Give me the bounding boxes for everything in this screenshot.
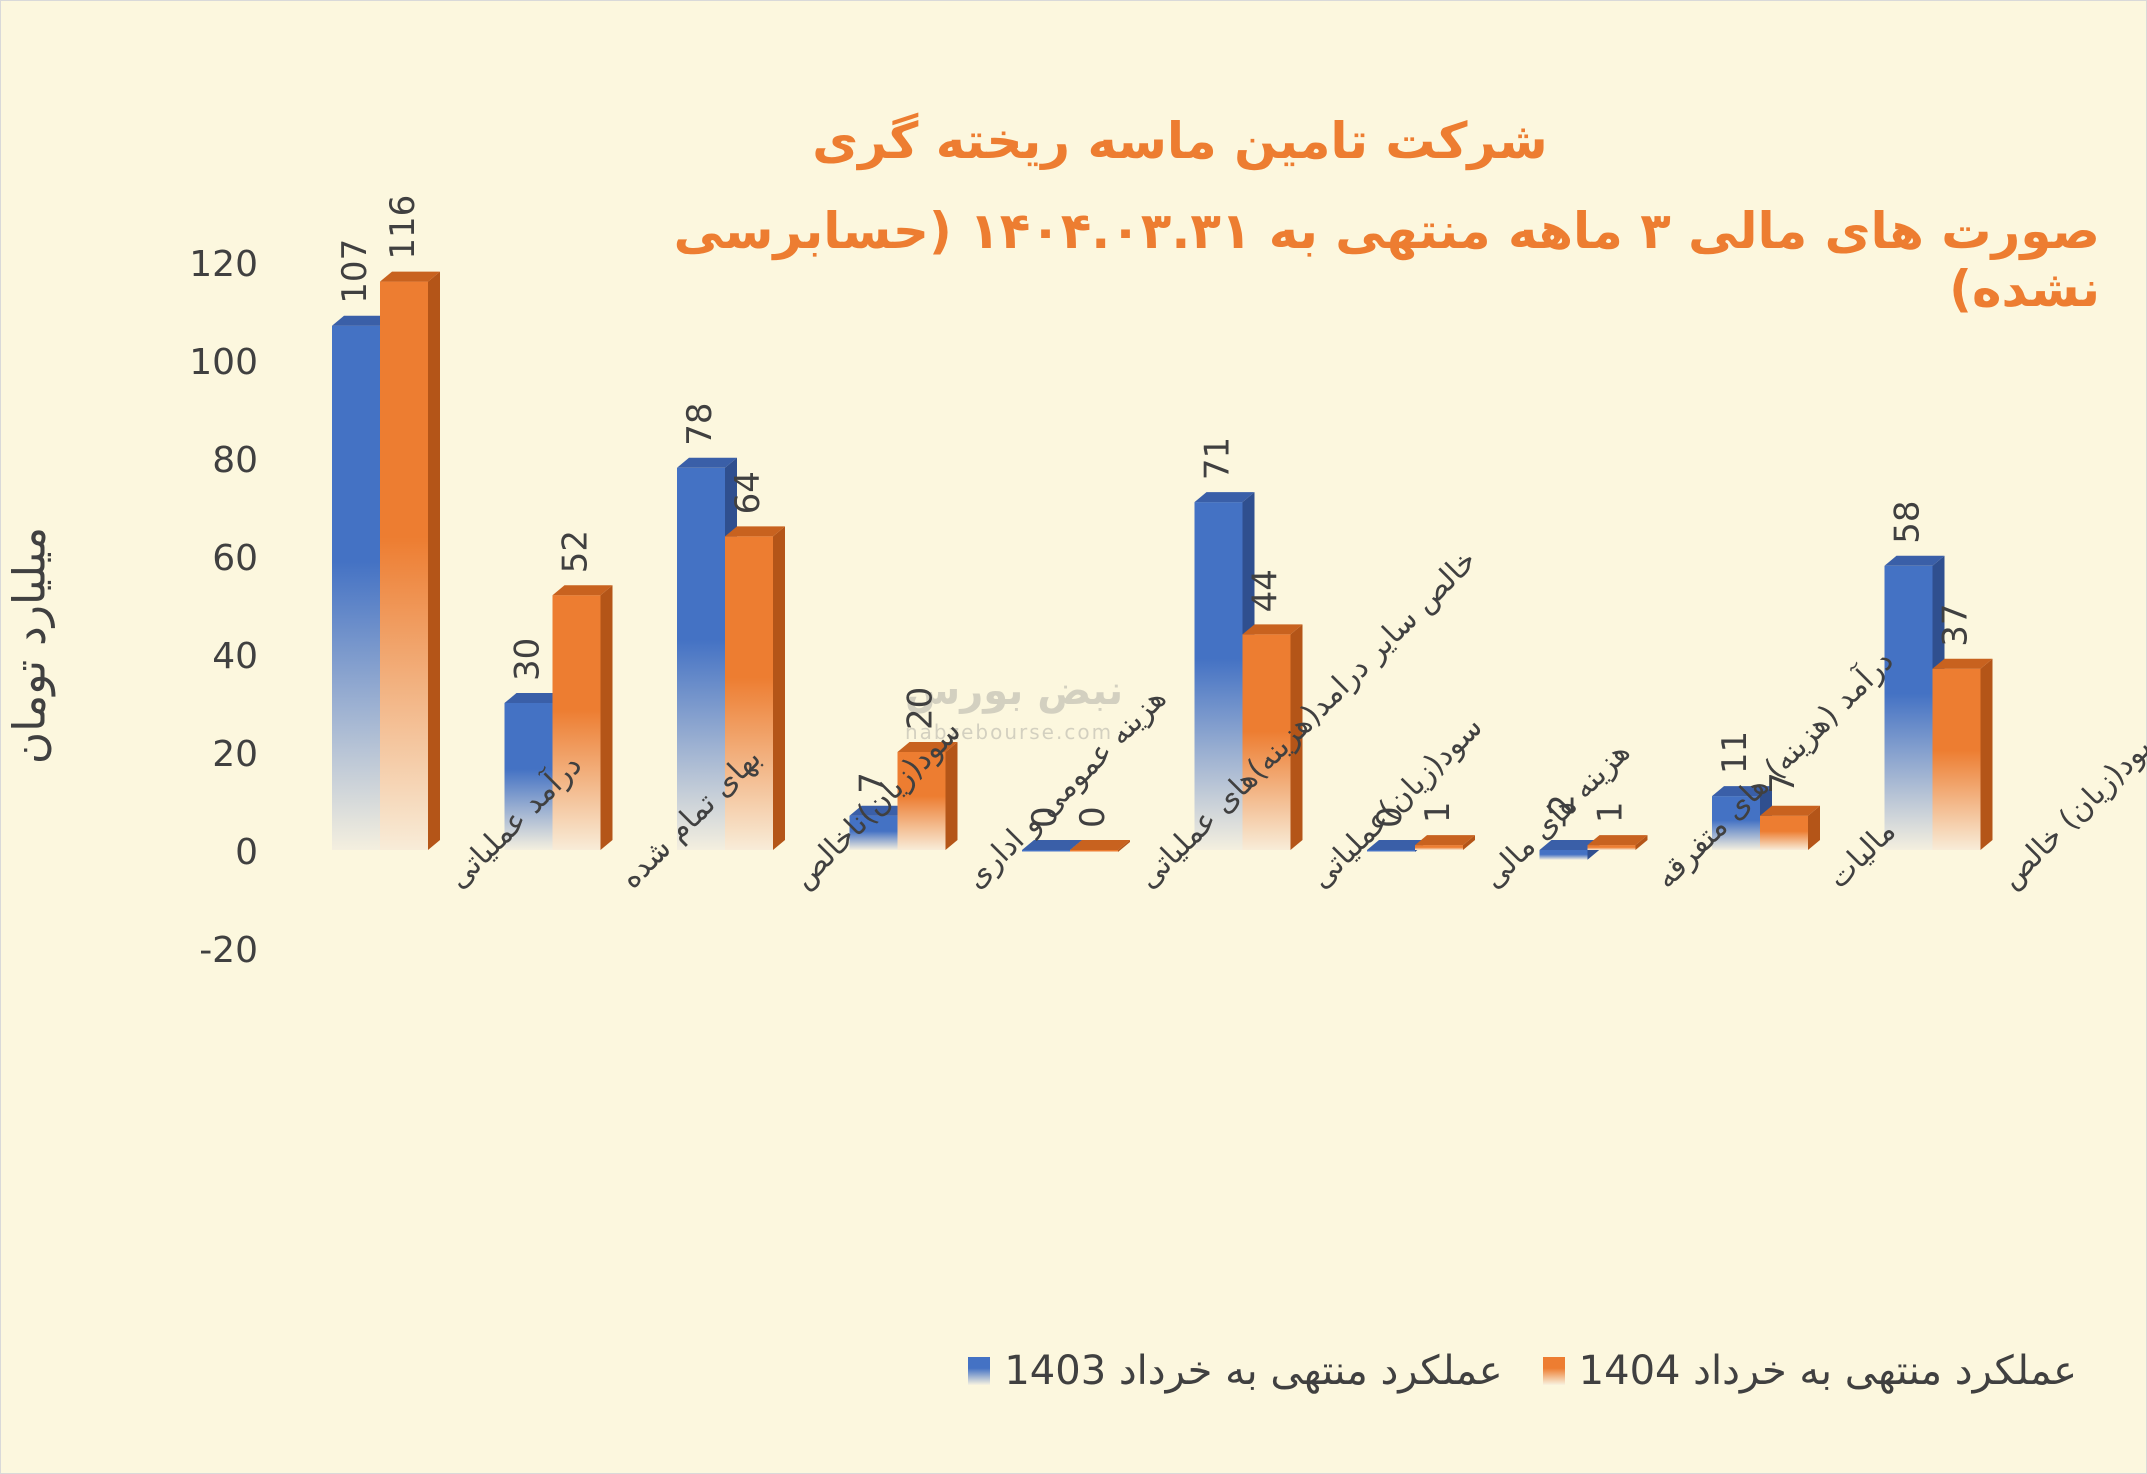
bar [1022, 850, 1070, 852]
bar-top [897, 742, 958, 752]
bar-top [1932, 658, 1993, 669]
data-label: 20 [901, 687, 941, 730]
category-label: سود(زیان) خالص [1993, 719, 2147, 895]
chart-subtitle: صورت های مالی ۳ ماهه منتهی به ۱۴۰۴.۰۳.۳۱… [673, 202, 2100, 318]
data-label: 116 [383, 195, 423, 260]
watermark-logo: نبض بورس nabzebourse.com [905, 668, 1123, 744]
bar [504, 703, 553, 850]
bar [1367, 850, 1415, 852]
bar [332, 325, 380, 850]
bar-side [1463, 835, 1475, 850]
data-label: 7 [1763, 772, 1803, 794]
bar [1539, 850, 1588, 860]
bar [897, 752, 946, 850]
bar [849, 815, 898, 850]
data-label: 107 [335, 239, 375, 304]
chart-title: شرکت تامین ماسه ریخته گری [812, 112, 1548, 170]
bar-side [1118, 840, 1130, 852]
bar-top [1712, 786, 1772, 797]
bar [1712, 796, 1760, 850]
y-tick-label: 0 [235, 832, 258, 873]
bar-top [1022, 840, 1082, 850]
data-label: 7 [853, 772, 893, 794]
legend: عملکرد منتهی به خرداد 1404 عملکرد منتهی … [968, 1348, 2077, 1394]
watermark-brand: نبض بورس [905, 668, 1124, 714]
bar-side [1808, 805, 1820, 850]
y-tick-label: 20 [212, 734, 258, 775]
bar [1884, 565, 1933, 850]
bar-top [1070, 840, 1130, 850]
data-label: 64 [728, 471, 768, 514]
bar-side [1290, 624, 1303, 850]
data-label: 0 [1370, 806, 1410, 828]
bar [1242, 634, 1291, 850]
category-label: سود(زیان)عملیاتی [1303, 710, 1489, 896]
bar [1415, 845, 1463, 850]
y-tick-label: 120 [189, 244, 258, 285]
data-label: 0 [1073, 806, 1113, 828]
bar-top [504, 693, 565, 703]
bar-top [332, 315, 392, 326]
bar-top [1367, 840, 1427, 850]
legend-item-1404: عملکرد منتهی به خرداد 1404 [1542, 1348, 2077, 1394]
data-label: 78 [680, 403, 720, 446]
bar [1932, 668, 1981, 850]
bar-top [1539, 840, 1600, 850]
bar-top [380, 271, 440, 282]
data-label: -2 [1543, 794, 1583, 828]
legend-swatch-1403 [968, 1357, 991, 1385]
legend-item-1403: عملکرد منتهی به خرداد 1403 [968, 1348, 1503, 1394]
bar-side [600, 585, 613, 850]
bar-side [945, 742, 958, 850]
bar-top [1415, 835, 1475, 846]
data-label: 1 [1418, 801, 1458, 823]
bar [1194, 502, 1243, 850]
y-axis-ticks: -20 0 20 40 60 80 100 120 [189, 244, 258, 971]
bar [677, 467, 725, 850]
bar-side [1635, 835, 1648, 850]
bar [725, 536, 773, 850]
data-label: 58 [1888, 501, 1928, 544]
bar-top [1242, 624, 1303, 635]
y-tick-label: -20 [199, 930, 258, 971]
bar-top [849, 805, 910, 816]
bar [380, 281, 428, 851]
data-label: 44 [1246, 569, 1286, 612]
bar-top [725, 526, 785, 537]
bar-top [1194, 492, 1255, 503]
bar-side [773, 526, 785, 850]
bar-top [1884, 555, 1945, 566]
watermark-url: nabzebourse.com [905, 720, 1114, 744]
bar [1760, 815, 1808, 850]
data-label: 37 [1936, 603, 1976, 646]
data-label: 1 [1591, 801, 1631, 823]
y-tick-label: 60 [212, 538, 258, 579]
bar-top [552, 585, 613, 596]
data-label: 71 [1198, 437, 1238, 480]
bar-side [1980, 658, 1993, 850]
data-label: 11 [1715, 731, 1755, 774]
bar [552, 595, 601, 850]
bar-top [1587, 835, 1648, 846]
data-label: 30 [508, 638, 548, 681]
y-tick-label: 80 [212, 440, 258, 481]
y-tick-label: 100 [189, 342, 258, 383]
bars [332, 271, 1993, 860]
bar-side [428, 271, 440, 851]
legend-swatch-1404 [1542, 1357, 1565, 1385]
y-tick-label: 40 [212, 636, 258, 677]
legend-label-1403: عملکرد منتهی به خرداد 1403 [1004, 1348, 1503, 1394]
bar-top [1760, 805, 1820, 816]
data-label: 52 [556, 530, 596, 573]
bar [1070, 850, 1118, 852]
data-label: 0 [1025, 806, 1065, 828]
bar-top [677, 457, 737, 468]
legend-label-1404: عملکرد منتهی به خرداد 1404 [1578, 1348, 2077, 1394]
bar [1587, 845, 1636, 850]
